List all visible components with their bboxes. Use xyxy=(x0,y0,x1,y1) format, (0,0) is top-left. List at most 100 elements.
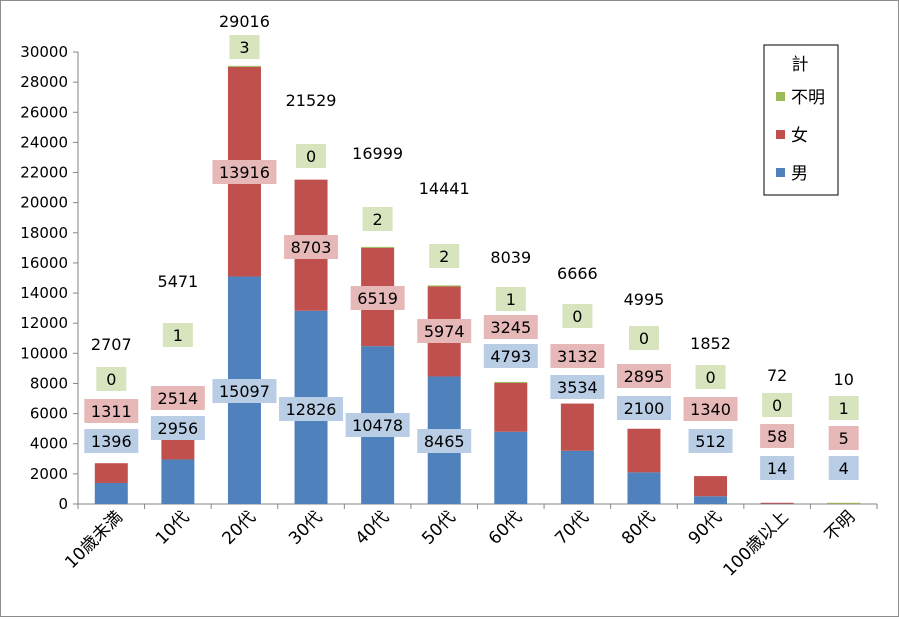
y-tick-label: 20000 xyxy=(20,194,68,212)
data-label-female: 2514 xyxy=(158,389,199,408)
x-tick-label: 不明 xyxy=(821,507,859,545)
bar-segment xyxy=(627,472,661,504)
bar-segment xyxy=(560,403,594,451)
x-tick-label: 100歳以上 xyxy=(720,507,793,580)
data-label-female-box xyxy=(483,315,538,339)
y-tick-label: 10000 xyxy=(20,344,68,362)
data-label-male: 12826 xyxy=(286,400,337,419)
data-label-unknown: 3 xyxy=(239,38,249,57)
data-label-total: 14441 xyxy=(419,179,470,198)
bar-segment xyxy=(161,459,195,504)
bar-segment xyxy=(94,463,128,483)
data-label-female-box xyxy=(550,344,605,368)
bar-segment xyxy=(494,382,528,432)
data-label-male-box xyxy=(760,456,795,480)
bar-segment xyxy=(827,502,861,504)
data-label-male: 15097 xyxy=(219,382,270,401)
bar-segment xyxy=(760,502,794,504)
legend-swatch xyxy=(776,168,785,177)
data-label-female: 5 xyxy=(839,429,849,448)
data-label-male-box xyxy=(417,429,472,453)
y-tick-label: 14000 xyxy=(20,284,68,302)
data-label-male: 512 xyxy=(695,432,726,451)
data-label-male: 8465 xyxy=(424,432,465,451)
data-label-male-box xyxy=(550,375,605,399)
data-label-unknown-box xyxy=(762,393,793,417)
data-label-unknown-box xyxy=(229,35,260,59)
bar-segment xyxy=(494,381,528,383)
data-label-unknown-box xyxy=(828,396,859,420)
data-label-male: 4 xyxy=(839,459,849,478)
x-tick-label: 40代 xyxy=(352,507,393,548)
data-label-female-box xyxy=(350,286,405,310)
y-tick-label: 4000 xyxy=(30,435,68,453)
data-label-total: 5471 xyxy=(158,272,199,291)
data-label-female-box xyxy=(760,424,795,448)
data-label-total: 21529 xyxy=(286,91,337,110)
data-label-unknown-box xyxy=(362,207,393,231)
data-label-male: 10478 xyxy=(352,416,403,435)
y-tick-label: 0 xyxy=(58,495,68,513)
data-label-total: 29016 xyxy=(219,12,270,31)
data-label-female-box xyxy=(616,364,671,388)
data-label-unknown: 0 xyxy=(572,307,582,326)
data-label-male-box xyxy=(828,456,859,480)
data-label-male-box xyxy=(279,397,344,421)
x-tick-label: 20代 xyxy=(219,507,260,548)
data-label-female: 2895 xyxy=(624,367,665,386)
data-label-male-box xyxy=(483,344,538,368)
y-tick-label: 16000 xyxy=(20,254,68,272)
data-label-total: 4995 xyxy=(624,290,665,309)
x-tick-label: 80代 xyxy=(618,507,659,548)
data-label-male: 2956 xyxy=(158,419,199,438)
y-tick-label: 8000 xyxy=(30,374,68,392)
data-label-male: 2100 xyxy=(624,399,665,418)
legend-label: 女 xyxy=(791,126,808,146)
data-label-total: 72 xyxy=(767,366,787,385)
y-tick-label: 2000 xyxy=(30,465,68,483)
data-label-unknown-box xyxy=(495,287,526,311)
data-label-unknown-box xyxy=(562,304,593,328)
y-tick-label: 6000 xyxy=(30,405,68,423)
data-label-female-box xyxy=(212,160,277,184)
data-label-total: 10 xyxy=(834,370,854,389)
data-label-unknown: 0 xyxy=(306,147,316,166)
legend-swatch xyxy=(776,92,785,101)
bar-segment xyxy=(361,246,395,248)
data-label-unknown: 0 xyxy=(705,368,715,387)
data-label-male: 3534 xyxy=(557,378,598,397)
y-tick-label: 26000 xyxy=(20,103,68,121)
data-label-unknown-box xyxy=(695,365,726,389)
data-label-total: 6666 xyxy=(557,264,598,283)
legend-title: 計 xyxy=(792,55,809,75)
data-label-unknown: 2 xyxy=(373,210,383,229)
data-label-female-box xyxy=(84,399,139,423)
data-label-unknown-box xyxy=(628,326,659,350)
data-label-female: 6519 xyxy=(357,289,398,308)
y-tick-label: 24000 xyxy=(20,133,68,151)
y-tick-label: 12000 xyxy=(20,314,68,332)
y-tick-label: 30000 xyxy=(20,43,68,61)
data-label-female: 3245 xyxy=(490,318,531,337)
bar-segment xyxy=(694,496,728,504)
data-label-male-box xyxy=(345,413,410,437)
data-label-female-box xyxy=(828,426,859,450)
x-tick-label: 60代 xyxy=(485,507,526,548)
data-label-total: 2707 xyxy=(91,335,132,354)
x-tick-label: 30代 xyxy=(285,507,326,548)
data-label-unknown-box xyxy=(296,144,327,168)
data-label-total: 8039 xyxy=(490,248,531,267)
data-label-male-box xyxy=(616,396,671,420)
data-label-female: 1311 xyxy=(91,402,132,421)
data-label-female: 3132 xyxy=(557,347,598,366)
data-label-female-box xyxy=(284,235,339,259)
data-label-female: 1340 xyxy=(690,400,731,419)
data-label-female: 8703 xyxy=(291,238,332,257)
data-label-male-box xyxy=(212,379,277,403)
data-label-female: 13916 xyxy=(219,163,270,182)
data-label-total: 1852 xyxy=(690,334,731,353)
data-label-female-box xyxy=(683,397,738,421)
data-label-unknown: 1 xyxy=(839,399,849,418)
data-label-male-box xyxy=(150,416,205,440)
data-label-unknown: 1 xyxy=(173,326,183,345)
